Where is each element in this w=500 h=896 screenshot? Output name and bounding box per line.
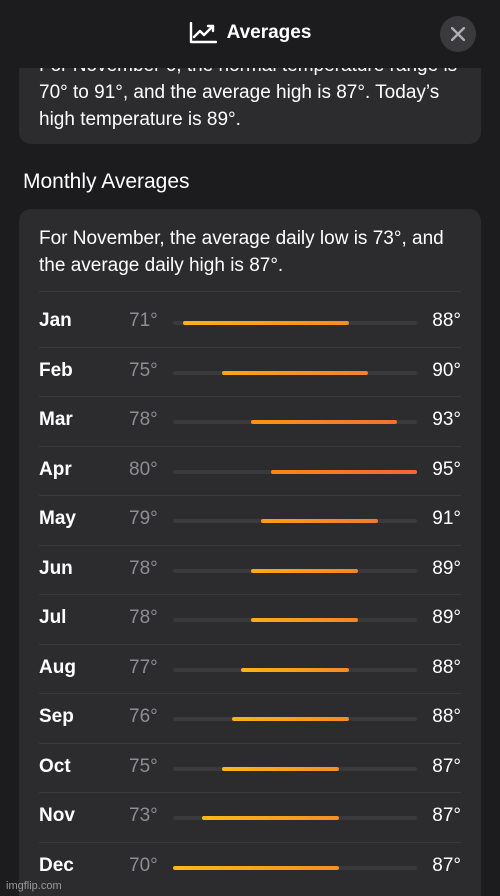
month-high-temp: 90° (432, 359, 461, 381)
temperature-range-bar (251, 420, 398, 424)
temperature-range-track (173, 766, 417, 771)
month-row: Sep 76° 88° (19, 694, 481, 744)
month-row: Jul 78° 89° (19, 595, 481, 645)
month-name: Jul (39, 607, 67, 628)
month-low-temp: 80° (129, 458, 158, 480)
temperature-range-track (173, 816, 417, 820)
divider (39, 495, 461, 496)
month-low-temp: 70° (129, 854, 158, 876)
close-icon (451, 27, 465, 41)
month-low-temp: 78° (129, 409, 158, 430)
temperature-range-bar (202, 816, 339, 820)
month-row: Dec 70° 87° (19, 843, 481, 893)
month-high-temp: 87° (432, 805, 461, 826)
month-high-temp: 93° (432, 409, 461, 430)
month-name: Feb (39, 359, 73, 381)
temperature-range-track (173, 618, 417, 622)
month-low-temp: 79° (129, 508, 158, 529)
temperature-range-track (173, 667, 417, 672)
temperature-range-track (173, 321, 417, 325)
temperature-range-track (173, 469, 417, 474)
month-name: Jan (39, 310, 72, 331)
month-low-temp: 71° (129, 310, 158, 331)
close-button[interactable] (440, 16, 476, 52)
temperature-range-bar (221, 370, 369, 375)
month-name: Jun (39, 557, 73, 579)
month-high-temp: 88° (432, 656, 461, 678)
month-name: Apr (39, 458, 72, 480)
divider (39, 346, 461, 348)
divider (39, 693, 461, 694)
month-high-temp: 95° (432, 458, 461, 480)
month-name: Dec (39, 854, 74, 876)
monthly-averages-card: For November, the average daily low is 7… (19, 209, 481, 896)
temperature-range-bar (260, 519, 378, 523)
header-title: Averages (226, 22, 312, 43)
divider (39, 792, 461, 793)
temperature-range-track (173, 420, 417, 424)
month-low-temp: 78° (129, 557, 158, 579)
divider (39, 544, 461, 546)
month-high-temp: 87° (432, 854, 461, 876)
divider (39, 291, 461, 292)
divider (39, 594, 461, 595)
month-row: Jun 78° 89° (19, 546, 481, 595)
temperature-range-track (173, 717, 417, 721)
month-high-temp: 89° (432, 557, 461, 579)
month-name: Aug (39, 656, 76, 678)
month-low-temp: 76° (129, 706, 158, 727)
monthly-description: For November, the average daily low is 7… (39, 228, 444, 276)
temperature-range-track (173, 370, 417, 375)
temperature-range-bar (231, 717, 349, 721)
month-name: Sep (39, 706, 74, 727)
temperature-range-bar (251, 568, 359, 573)
watermark: imgflip.com (6, 880, 62, 892)
temperature-range-bar (182, 321, 349, 325)
sheet-header: Averages (0, 0, 500, 68)
month-low-temp: 78° (129, 607, 158, 628)
month-low-temp: 75° (129, 359, 158, 381)
temperature-range-bar (270, 469, 417, 474)
temperature-range-track (173, 865, 417, 870)
month-row: Apr 80° 95° (19, 447, 481, 496)
month-high-temp: 87° (432, 755, 461, 777)
month-name: Oct (39, 755, 71, 777)
month-name: May (39, 508, 76, 529)
divider (39, 643, 461, 645)
month-row: May 79° 91° (19, 496, 481, 546)
month-low-temp: 75° (129, 755, 158, 777)
divider (39, 445, 461, 447)
month-row: Mar 78° 93° (19, 397, 481, 447)
month-high-temp: 89° (432, 607, 461, 628)
header-title-group: Averages (189, 22, 312, 44)
temperature-range-track (173, 568, 417, 573)
month-row: Oct 75° 87° (19, 744, 481, 793)
month-row: Feb 75° 90° (19, 348, 481, 397)
month-high-temp: 91° (432, 508, 461, 529)
month-row: Nov 73° 87° (19, 793, 481, 843)
divider (39, 841, 461, 843)
month-row: Aug 77° 88° (19, 645, 481, 694)
monthly-averages-heading: Monthly Averages (23, 170, 190, 193)
temperature-range-bar (221, 766, 339, 771)
divider (39, 742, 461, 744)
month-name: Mar (39, 409, 73, 430)
divider (39, 396, 461, 397)
temperature-range-bar (241, 667, 349, 672)
temperature-range-track (173, 519, 417, 523)
temperature-range-bar (251, 618, 359, 622)
chart-trend-icon (189, 22, 217, 44)
month-high-temp: 88° (432, 706, 461, 727)
month-low-temp: 73° (129, 805, 158, 826)
month-row: Jan 71° 88° (19, 298, 481, 348)
month-name: Nov (39, 805, 75, 826)
month-high-temp: 88° (432, 310, 461, 331)
month-low-temp: 77° (129, 656, 158, 678)
temperature-range-bar (173, 865, 339, 870)
